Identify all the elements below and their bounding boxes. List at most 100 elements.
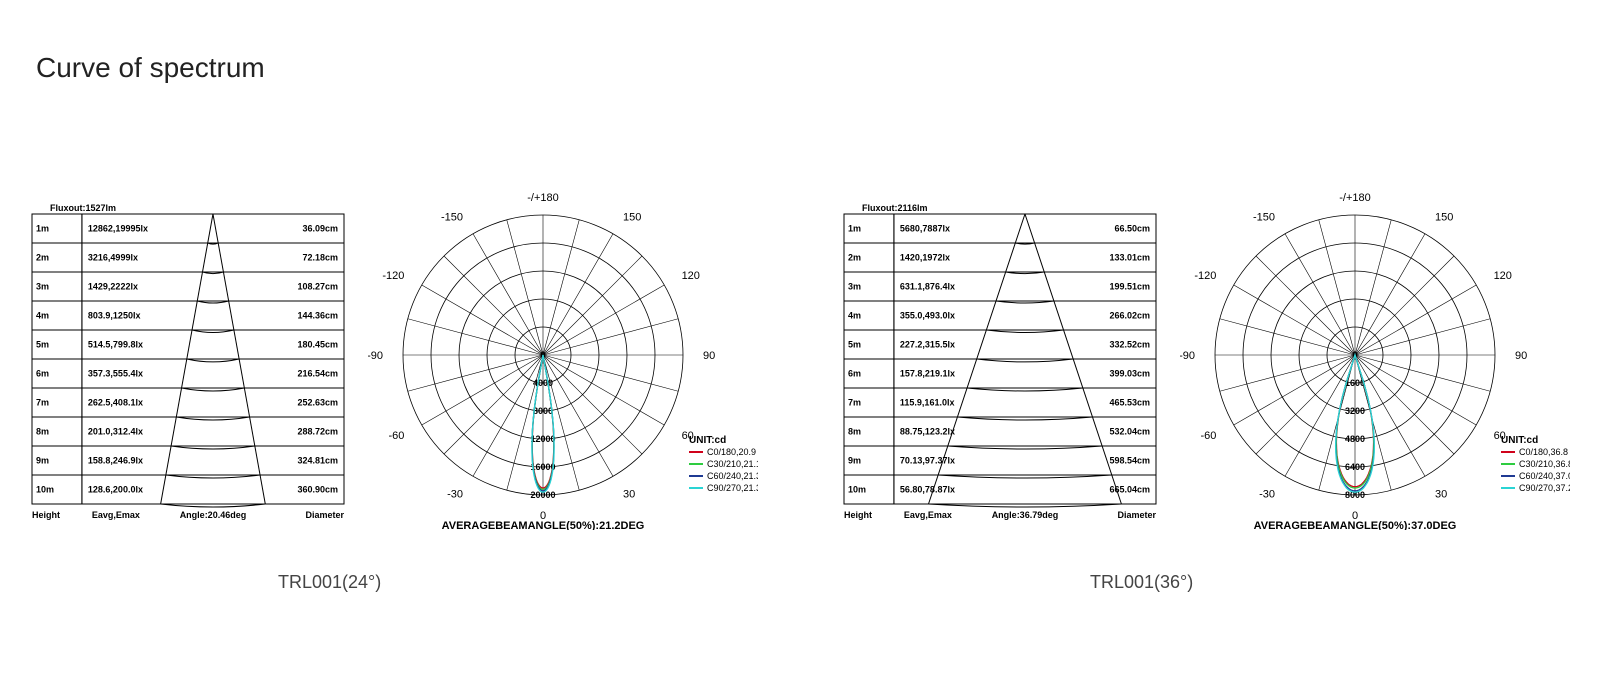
svg-text:8000: 8000 [1345, 490, 1365, 500]
svg-text:150: 150 [623, 211, 641, 223]
svg-text:514.5,799.8lx: 514.5,799.8lx [88, 340, 143, 350]
svg-text:-90: -90 [368, 350, 383, 362]
svg-text:355.0,493.0lx: 355.0,493.0lx [900, 311, 955, 321]
svg-text:C0/180,36.8: C0/180,36.8 [1519, 447, 1568, 457]
svg-text:631.1,876.4lx: 631.1,876.4lx [900, 282, 955, 292]
svg-text:201.0,312.4lx: 201.0,312.4lx [88, 427, 143, 437]
svg-text:56.80,78.87lx: 56.80,78.87lx [900, 485, 955, 495]
svg-text:1420,1972lx: 1420,1972lx [900, 253, 950, 263]
svg-text:5680,7887lx: 5680,7887lx [900, 224, 950, 234]
svg-text:AVERAGEBEAMANGLE(50%):21.2DEG: AVERAGEBEAMANGLE(50%):21.2DEG [442, 520, 645, 530]
svg-text:UNIT:cd: UNIT:cd [1501, 435, 1538, 446]
svg-text:399.03cm: 399.03cm [1109, 369, 1150, 379]
svg-text:12000: 12000 [530, 434, 555, 444]
svg-text:324.81cm: 324.81cm [297, 456, 338, 466]
svg-text:180.45cm: 180.45cm [297, 340, 338, 350]
caption-24: TRL001(24°) [278, 572, 381, 593]
svg-text:8m: 8m [848, 427, 861, 437]
svg-text:2m: 2m [848, 253, 861, 263]
svg-text:120: 120 [1494, 270, 1512, 282]
svg-text:357.3,555.4lx: 357.3,555.4lx [88, 369, 143, 379]
svg-text:108.27cm: 108.27cm [297, 282, 338, 292]
svg-text:C60/240,37.0: C60/240,37.0 [1519, 471, 1570, 481]
svg-text:Fluxout:1527lm: Fluxout:1527lm [50, 203, 116, 213]
panel-24deg: Fluxout:1527lm 1m 12862,19995lx 36.09cm 2m 32… [18, 200, 758, 560]
svg-text:1m: 1m [36, 224, 49, 234]
svg-text:10m: 10m [848, 485, 866, 495]
svg-text:3m: 3m [848, 282, 861, 292]
svg-text:115.9,161.0lx: 115.9,161.0lx [900, 398, 955, 408]
panel-36deg: Fluxout:2116lm 1m 5680,7887lx 66.50cm 2m 1420… [830, 200, 1570, 560]
svg-text:30: 30 [623, 489, 635, 501]
svg-text:UNIT:cd: UNIT:cd [689, 435, 726, 446]
svg-text:70.13,97.37lx: 70.13,97.37lx [900, 456, 955, 466]
svg-text:803.9,1250lx: 803.9,1250lx [88, 311, 141, 321]
svg-text:5m: 5m [848, 340, 861, 350]
svg-text:1m: 1m [848, 224, 861, 234]
svg-text:4800: 4800 [1345, 434, 1365, 444]
svg-text:227.2,315.5lx: 227.2,315.5lx [900, 340, 955, 350]
svg-text:4000: 4000 [533, 378, 553, 388]
svg-text:Height: Height [844, 510, 872, 520]
svg-text:-150: -150 [1253, 211, 1275, 223]
svg-text:7m: 7m [36, 398, 49, 408]
svg-text:36.09cm: 36.09cm [302, 224, 338, 234]
svg-text:465.53cm: 465.53cm [1109, 398, 1150, 408]
svg-text:1600: 1600 [1345, 378, 1365, 388]
svg-text:Diameter: Diameter [305, 510, 344, 520]
svg-text:C30/210,21.1: C30/210,21.1 [707, 459, 758, 469]
page-title: Curve of spectrum [36, 52, 265, 84]
svg-text:252.63cm: 252.63cm [297, 398, 338, 408]
svg-text:12862,19995lx: 12862,19995lx [88, 224, 148, 234]
cone-svg-24: Fluxout:1527lm 1m 12862,19995lx 36.09cm 2m 32… [18, 200, 358, 530]
svg-text:598.54cm: 598.54cm [1109, 456, 1150, 466]
svg-text:-120: -120 [1194, 270, 1216, 282]
svg-text:360.90cm: 360.90cm [297, 485, 338, 495]
svg-text:3m: 3m [36, 282, 49, 292]
svg-text:AVERAGEBEAMANGLE(50%):37.0DEG: AVERAGEBEAMANGLE(50%):37.0DEG [1254, 520, 1457, 530]
svg-text:20000: 20000 [530, 490, 555, 500]
caption-36: TRL001(36°) [1090, 572, 1193, 593]
svg-text:216.54cm: 216.54cm [297, 369, 338, 379]
polar-svg-24: -150-120-90-60-300306090120150-/+1800400… [368, 190, 758, 530]
svg-text:-/+180: -/+180 [527, 192, 559, 204]
svg-text:Eavg,Emax: Eavg,Emax [92, 510, 140, 520]
svg-text:133.01cm: 133.01cm [1109, 253, 1150, 263]
svg-text:120: 120 [682, 270, 700, 282]
svg-text:3216,4999lx: 3216,4999lx [88, 253, 138, 263]
svg-text:Angle:20.46deg: Angle:20.46deg [180, 510, 247, 520]
svg-text:Angle:36.79deg: Angle:36.79deg [992, 510, 1059, 520]
svg-text:Diameter: Diameter [1117, 510, 1156, 520]
svg-text:-/+180: -/+180 [1339, 192, 1371, 204]
svg-text:6m: 6m [848, 369, 861, 379]
svg-text:266.02cm: 266.02cm [1109, 311, 1150, 321]
svg-text:-60: -60 [389, 430, 405, 442]
cone-svg-36: Fluxout:2116lm 1m 5680,7887lx 66.50cm 2m 1420… [830, 200, 1170, 530]
svg-text:8m: 8m [36, 427, 49, 437]
svg-text:-90: -90 [1180, 350, 1195, 362]
svg-text:-30: -30 [447, 489, 463, 501]
svg-text:C90/270,37.2: C90/270,37.2 [1519, 483, 1570, 493]
svg-text:6400: 6400 [1345, 462, 1365, 472]
svg-text:Height: Height [32, 510, 60, 520]
svg-text:9m: 9m [848, 456, 861, 466]
svg-text:Fluxout:2116lm: Fluxout:2116lm [862, 203, 928, 213]
svg-text:C90/270,21.3: C90/270,21.3 [707, 483, 758, 493]
svg-text:9m: 9m [36, 456, 49, 466]
svg-text:C0/180,20.9: C0/180,20.9 [707, 447, 756, 457]
svg-text:8000: 8000 [533, 406, 553, 416]
svg-text:2m: 2m [36, 253, 49, 263]
svg-text:90: 90 [703, 350, 715, 362]
svg-text:-120: -120 [382, 270, 404, 282]
svg-text:4m: 4m [848, 311, 861, 321]
svg-text:66.50cm: 66.50cm [1114, 224, 1150, 234]
svg-text:288.72cm: 288.72cm [297, 427, 338, 437]
svg-text:C30/210,36.8: C30/210,36.8 [1519, 459, 1570, 469]
svg-text:199.51cm: 199.51cm [1109, 282, 1150, 292]
svg-text:144.36cm: 144.36cm [297, 311, 338, 321]
svg-text:88.75,123.2lx: 88.75,123.2lx [900, 427, 955, 437]
svg-text:10m: 10m [36, 485, 54, 495]
svg-text:4m: 4m [36, 311, 49, 321]
svg-text:6m: 6m [36, 369, 49, 379]
svg-text:-30: -30 [1259, 489, 1275, 501]
